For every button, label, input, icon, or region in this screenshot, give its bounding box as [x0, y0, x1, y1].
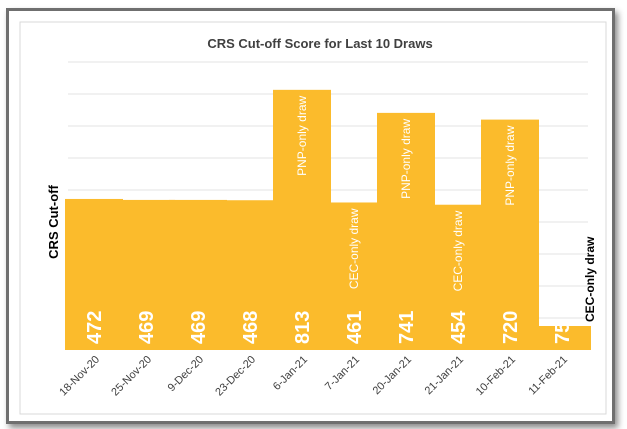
bar-21-Jan-21 — [429, 204, 487, 350]
annotation-label: PNP-only draw — [503, 125, 517, 205]
y-axis-label: CRS Cut-off — [46, 185, 61, 259]
value-label: 469 — [188, 311, 210, 344]
annotation-label: PNP-only draw — [399, 119, 413, 199]
bar-25-Nov-20 — [117, 199, 175, 350]
annotation-label: PNP-only draw — [295, 96, 309, 176]
value-label: 469 — [136, 311, 158, 344]
value-label: 720 — [500, 311, 522, 344]
bar-6-Jan-21 — [273, 89, 331, 350]
bar-23-Dec-20 — [221, 200, 279, 350]
bar-10-Feb-21 — [481, 119, 539, 350]
value-label: 813 — [292, 311, 314, 344]
bars-group — [65, 89, 591, 350]
value-label: 75 — [552, 322, 574, 344]
bar-18-Nov-20 — [65, 198, 123, 350]
bar-7-Jan-21 — [325, 202, 383, 350]
value-label: 741 — [396, 311, 418, 344]
value-label: 454 — [448, 310, 470, 344]
bar-9-Dec-20 — [169, 199, 227, 350]
chart-title: CRS Cut-off Score for Last 10 Draws — [207, 36, 432, 51]
value-label: 472 — [84, 311, 106, 344]
annotation-label: CEC-only draw — [583, 236, 597, 322]
annotation-label: CEC-only draw — [451, 210, 465, 291]
value-label: 461 — [344, 311, 366, 344]
annotation-label: CEC-only draw — [347, 208, 361, 289]
bar-11-Feb-21 — [533, 326, 591, 350]
value-label: 468 — [240, 311, 262, 344]
bar-20-Jan-21 — [377, 112, 435, 350]
